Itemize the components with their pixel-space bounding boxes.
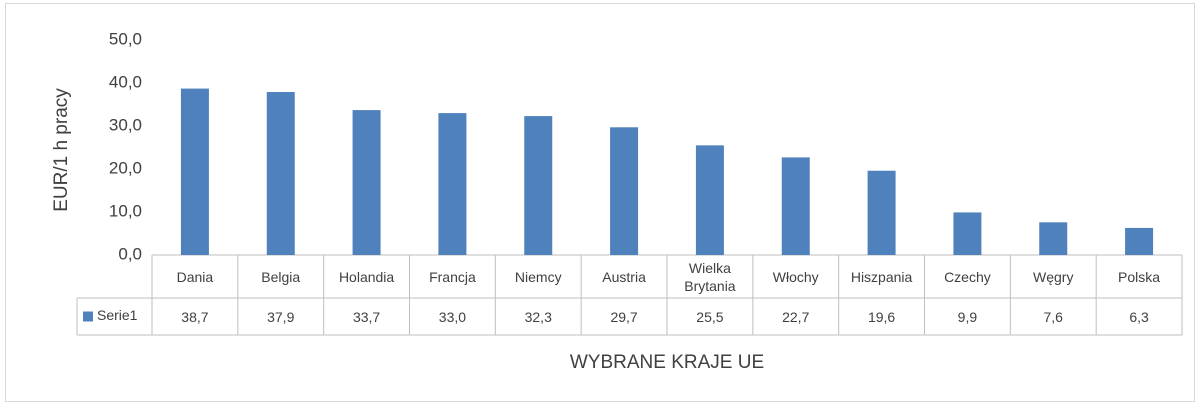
data-table-value: 29,7 [610, 308, 638, 325]
y-axis-label: EUR/1 h pracy [51, 88, 72, 212]
data-table-value-box: 6,3 [1129, 308, 1149, 325]
data-table-value: 37,9 [267, 308, 295, 325]
x-tick-label-box: Hiszpania [850, 268, 913, 285]
x-tick-label-box: Dania [176, 268, 214, 285]
data-table-value-box: 25,5 [696, 308, 724, 325]
bar [1039, 222, 1068, 255]
data-table-value-box: 33,7 [352, 308, 381, 325]
bar [180, 88, 209, 255]
data-table-value: 7,6 [1043, 308, 1063, 325]
data-table-value: 38,7 [181, 308, 209, 325]
data-table-value-box: 32,3 [524, 308, 552, 325]
bar [524, 116, 553, 255]
x-tick-label-box: Holandia [338, 268, 395, 285]
y-tick-label: 0,0 [118, 244, 142, 263]
data-table-value: 19,6 [867, 308, 896, 325]
x-tick-label-box: Węgry [1033, 268, 1074, 285]
x-tick-label-box: Wielka Brytania [684, 259, 736, 294]
x-tick-label-box: Czechy [944, 268, 991, 285]
x-tick-label-box: Niemcy [514, 268, 562, 285]
data-table-value: 9,9 [957, 308, 978, 325]
data-table-value-box: 37,9 [267, 308, 295, 325]
data-table-value: 6,3 [1129, 308, 1149, 325]
x-tick-label-box: Austria [602, 268, 646, 285]
legend-label: Serie1 [97, 307, 138, 323]
x-tick-label: Wielka Brytania [684, 259, 736, 294]
x-axis-label: WYBRANE KRAJE UE [570, 352, 764, 373]
x-tick-label: Dania [176, 268, 214, 285]
bar [867, 170, 896, 255]
bar [610, 127, 639, 255]
bar [266, 92, 295, 255]
x-tick-label: Czechy [944, 268, 991, 285]
bar [781, 157, 810, 255]
data-table-value-box: 33,0 [438, 308, 467, 325]
x-tick-label: Hiszpania [850, 268, 913, 285]
bar [1125, 227, 1154, 255]
x-tick-label-box: Francja [429, 268, 476, 285]
bar [695, 145, 724, 255]
data-table-value: 25,5 [696, 308, 724, 325]
data-table-value-box: 38,7 [181, 308, 209, 325]
x-tick-label: Niemcy [514, 268, 562, 285]
x-tick-label: Węgry [1033, 268, 1074, 285]
x-tick-label-box: Włochy [772, 268, 819, 285]
bar [352, 110, 381, 255]
data-table-value-box: 7,6 [1043, 308, 1063, 325]
x-tick-label: Polska [1118, 268, 1161, 285]
x-tick-label: Francja [429, 268, 476, 285]
x-tick-label-box: Polska [1118, 268, 1161, 285]
data-table-value-box: 9,9 [957, 308, 978, 325]
y-tick-label: 50,0 [109, 29, 142, 48]
x-tick-label: Belgia [261, 268, 301, 285]
data-table-value: 33,0 [438, 308, 467, 325]
data-table-value-box: 22,7 [782, 308, 810, 325]
y-tick-label: 10,0 [109, 201, 142, 220]
y-tick-label: 30,0 [109, 115, 142, 134]
x-tick-label: Holandia [338, 268, 395, 285]
x-tick-label: Włochy [772, 268, 819, 285]
bar [953, 212, 982, 255]
data-table-value: 33,7 [352, 308, 381, 325]
legend-swatch [83, 311, 93, 322]
data-table-value-box: 29,7 [610, 308, 638, 325]
x-tick-label-box: Belgia [261, 268, 301, 285]
bar [438, 113, 467, 255]
y-tick-label: 40,0 [109, 72, 142, 91]
data-table-value-box: 19,6 [867, 308, 896, 325]
y-tick-label: 20,0 [109, 158, 142, 177]
x-tick-label: Austria [602, 268, 646, 285]
data-table-value: 32,3 [524, 308, 552, 325]
data-table-value: 22,7 [782, 308, 810, 325]
